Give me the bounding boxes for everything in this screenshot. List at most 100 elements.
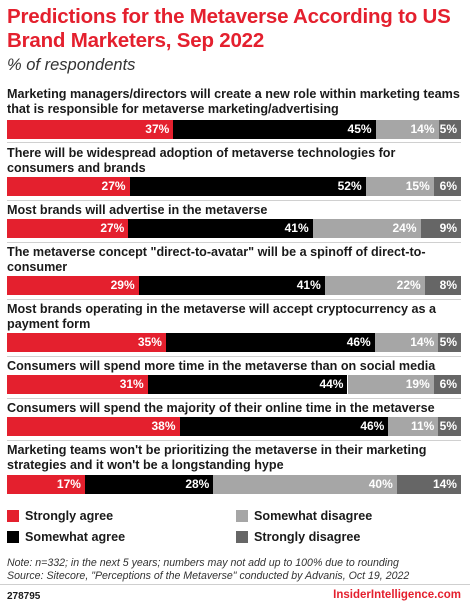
bar-segment xyxy=(129,177,366,196)
bar-segment xyxy=(347,375,434,394)
data-label: 15% xyxy=(405,179,430,193)
chart-id: 278795 xyxy=(7,591,41,602)
bar-segment xyxy=(424,276,461,295)
category-label: Marketing teams won't be prioritizing th… xyxy=(7,443,427,472)
bar-segment xyxy=(388,417,439,436)
data-label: 27% xyxy=(100,221,125,235)
chart-title: Predictions for the Metaverse According … xyxy=(7,5,451,52)
legend-label: Strongly disagree xyxy=(254,530,361,544)
data-label: 27% xyxy=(101,179,126,193)
legend-label: Somewhat disagree xyxy=(254,509,373,523)
bar-segment xyxy=(128,219,313,238)
category-label: Consumers will spend more time in the me… xyxy=(7,359,436,373)
bar-segment xyxy=(420,219,461,238)
data-label: 28% xyxy=(185,477,210,491)
row-divider xyxy=(7,200,461,201)
bar-segment xyxy=(84,475,214,494)
stacked-bar: 35% 46% 14% 5% xyxy=(7,333,461,352)
data-label: 6% xyxy=(439,377,457,391)
data-label: 46% xyxy=(360,419,385,433)
footer-divider xyxy=(0,584,470,585)
data-label: 14% xyxy=(410,122,435,136)
stacked-bar: 31% 44% 19% 6% xyxy=(7,375,461,394)
data-label: 45% xyxy=(347,122,372,136)
bar-segment xyxy=(438,333,461,352)
legend-swatch xyxy=(236,531,248,543)
row-divider xyxy=(7,242,461,243)
bar-segment xyxy=(7,120,174,139)
bar-segment xyxy=(312,219,421,238)
data-label: 38% xyxy=(151,419,176,433)
data-label: 14% xyxy=(410,335,435,349)
data-label: 29% xyxy=(110,278,135,292)
data-label: 24% xyxy=(392,221,417,235)
category-label: Most brands will advertise in the metave… xyxy=(7,203,268,217)
data-label: 22% xyxy=(396,278,421,292)
bar-segment xyxy=(438,417,461,436)
data-label: 5% xyxy=(439,419,457,433)
bar-segment xyxy=(374,333,439,352)
bar-segment xyxy=(324,276,425,295)
note-text: Note: n=332; in the next 5 years; number… xyxy=(7,557,399,569)
data-label: 11% xyxy=(410,419,435,433)
data-label: 52% xyxy=(337,179,362,193)
data-label: 35% xyxy=(137,335,162,349)
bar-segment xyxy=(7,177,130,196)
row-divider xyxy=(7,356,461,357)
legend-swatch xyxy=(236,510,248,522)
bar-segment xyxy=(7,417,180,436)
row-divider xyxy=(7,398,461,399)
data-label: 17% xyxy=(56,477,81,491)
bar-segment xyxy=(179,417,389,436)
row-divider xyxy=(7,440,461,441)
source-text: Source: Sitecore, "Perceptions of the Me… xyxy=(7,570,410,582)
bar-segment xyxy=(7,219,129,238)
brand-logo-text: InsiderIntelligence.com xyxy=(333,589,461,601)
category-label: Marketing managers/directors will create… xyxy=(7,87,460,116)
bar-segment xyxy=(173,120,376,139)
data-label: 6% xyxy=(439,179,457,193)
data-label: 44% xyxy=(319,377,344,391)
bar-segment xyxy=(138,276,325,295)
bar-segment xyxy=(7,333,166,352)
data-label: 8% xyxy=(439,278,457,292)
stacked-bar: 37% 45% 14% 5% xyxy=(7,120,461,139)
category-label: Consumers will spend the majority of the… xyxy=(7,401,435,415)
category-label: Most brands operating in the metaverse w… xyxy=(7,302,437,331)
data-label: 5% xyxy=(439,122,457,136)
legend-label: Strongly agree xyxy=(25,509,114,523)
bar-segment xyxy=(147,375,348,394)
bar-segment xyxy=(433,375,461,394)
stacked-bar: 38% 46% 11% 5% xyxy=(7,417,461,436)
bar-segment xyxy=(7,375,148,394)
bar-segment xyxy=(365,177,434,196)
data-label: 41% xyxy=(284,221,309,235)
legend-swatch xyxy=(7,510,19,522)
row-divider xyxy=(7,299,461,300)
bar-segment xyxy=(7,475,85,494)
row-divider xyxy=(7,142,461,143)
stacked-bar: 27% 41% 24% 9% xyxy=(7,219,461,238)
bar-segment xyxy=(165,333,375,352)
data-label: 41% xyxy=(296,278,321,292)
data-label: 19% xyxy=(405,377,430,391)
bar-segment xyxy=(396,475,461,494)
bar-segment xyxy=(213,475,397,494)
category-label: The metaverse concept "direct-to-avatar"… xyxy=(7,245,426,274)
data-label: 40% xyxy=(368,477,393,491)
data-label: 46% xyxy=(346,335,371,349)
stacked-bar: 29% 41% 22% 8% xyxy=(7,276,461,295)
stacked-bar: 27% 52% 15% 6% xyxy=(7,177,461,196)
data-label: 5% xyxy=(439,335,457,349)
chart-subtitle: % of respondents xyxy=(7,56,136,74)
stacked-bar: 17% 28% 40% 14% xyxy=(7,475,461,494)
bar-segment xyxy=(375,120,439,139)
legend-swatch xyxy=(7,531,19,543)
data-label: 9% xyxy=(439,221,457,235)
data-label: 37% xyxy=(145,122,170,136)
data-label: 31% xyxy=(119,377,144,391)
bar-segment xyxy=(7,276,139,295)
legend-label: Somewhat agree xyxy=(25,530,126,544)
bar-segment xyxy=(438,120,461,139)
